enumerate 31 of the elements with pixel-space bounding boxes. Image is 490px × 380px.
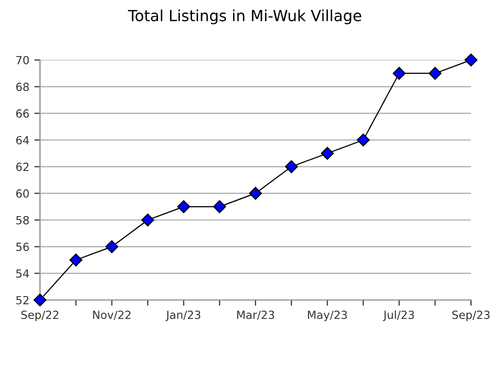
point [249,186,262,200]
point [320,146,334,160]
y-tick-label: 64 [16,136,29,144]
point [213,200,226,214]
point [392,66,406,80]
point [428,66,442,80]
y-tick-label: 54 [16,269,29,278]
y-tick-label: 60 [16,189,29,198]
x-tick-label: Mar/23 [237,310,274,320]
x-tick-label: May/23 [308,310,347,322]
x-tick-label: Sep/22 [21,310,58,322]
y-tick-label: 70 [16,56,29,64]
x-tick-label: Jul/23 [382,310,414,322]
point [356,134,370,146]
y-tick-label: 58 [16,216,29,224]
chart-title: Total Listings in Mi-Wuk Village [128,10,362,24]
point [34,294,46,306]
point [105,240,118,254]
y-tick-label: 66 [16,109,29,118]
x-tick-label: Nov/22 [93,310,131,320]
y-tick-label: 52 [16,296,28,304]
y-tick-label: 56 [16,242,29,252]
y-tick-label: 62 [16,162,28,172]
point [177,200,190,214]
point [464,54,478,66]
x-tick-label: Jan/23 [166,310,200,322]
y-tick-label: 68 [16,82,29,92]
point [284,160,298,174]
point [141,214,154,226]
x-tick-label: Sep/23 [452,310,490,322]
point [69,254,82,266]
